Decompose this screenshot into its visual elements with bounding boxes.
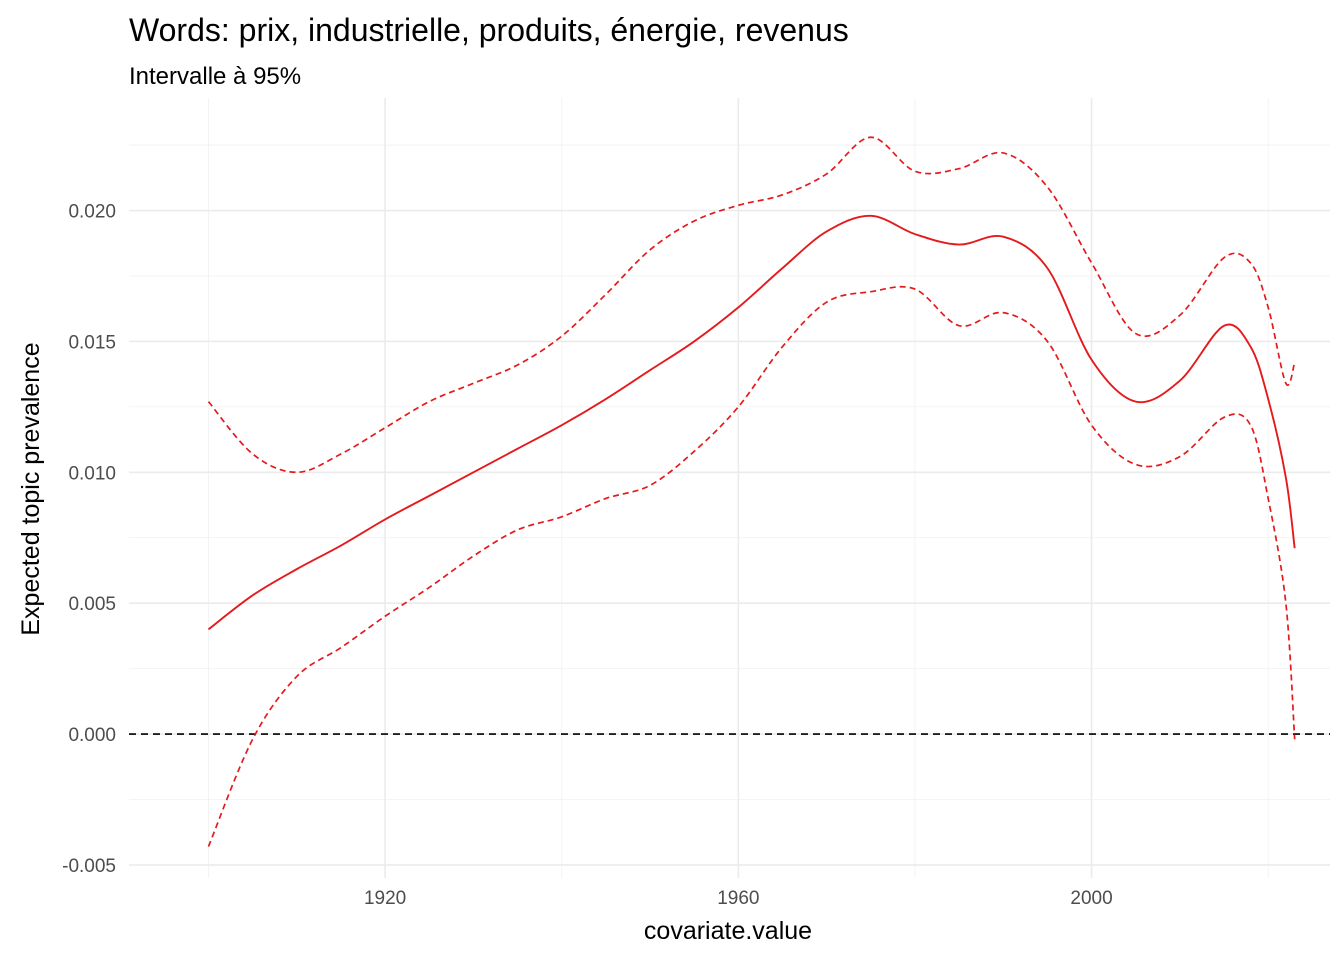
x-tick-label: 2000	[1070, 888, 1112, 909]
x-axis-title: covariate.value	[644, 917, 812, 945]
series-group	[207, 136, 1296, 847]
y-tick-label: 0.020	[68, 202, 116, 223]
x-tick-label: 1920	[364, 888, 406, 909]
lower-series-line	[207, 285, 1296, 847]
y-tick-label: 0.010	[68, 463, 116, 484]
y-tick-label: 0.000	[68, 725, 116, 746]
upper-series-line	[207, 136, 1296, 474]
y-tick-label: -0.005	[62, 856, 116, 877]
y-axis-title: Expected topic prevalence	[17, 342, 45, 635]
x-tick-label: 1960	[717, 888, 759, 909]
y-axis-ticks: -0.005 0.000 0.005 0.010 0.015 0.020	[62, 202, 116, 877]
y-tick-label: 0.015	[68, 332, 116, 353]
x-axis-ticks: 1920 1960 2000	[364, 888, 1113, 909]
estimate-series-line	[207, 214, 1296, 631]
chart-title: Words: prix, industrielle, produits, éne…	[129, 12, 849, 48]
gridlines	[129, 98, 1330, 878]
y-tick-label: 0.005	[68, 594, 116, 615]
chart-subtitle: Intervalle à 95%	[129, 63, 301, 90]
